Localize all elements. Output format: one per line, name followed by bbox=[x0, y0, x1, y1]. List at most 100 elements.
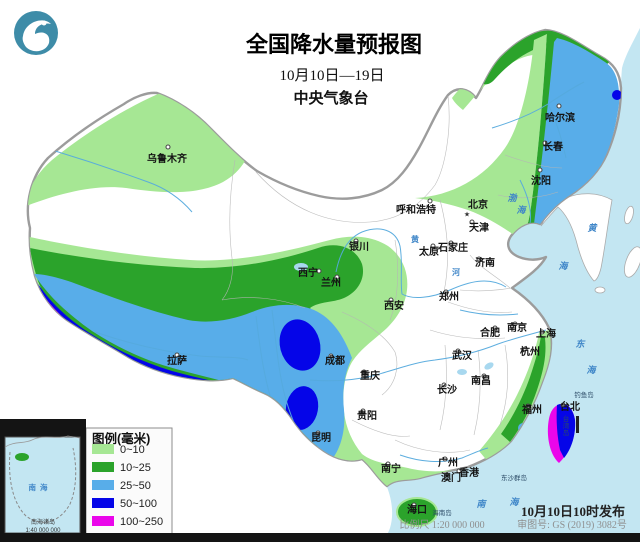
city-label: 海口 bbox=[407, 503, 427, 516]
city-label: 哈尔滨 bbox=[545, 111, 575, 124]
legend-swatch bbox=[92, 498, 114, 508]
beijing-star-marker: ★ bbox=[464, 211, 470, 219]
city-label: 南京 bbox=[507, 321, 527, 334]
city-marker bbox=[539, 329, 545, 335]
city-marker bbox=[522, 346, 528, 352]
region-ne-band-0-10 bbox=[415, 34, 547, 240]
inset-sea-label: 南海 bbox=[29, 482, 52, 492]
city-labels: 乌鲁木齐 哈尔滨长春沈阳 ★北京天津 呼和浩特银川西宁兰州西安 太原 石家庄济南郑州合肥南… bbox=[147, 103, 580, 516]
city-label: 福州 bbox=[521, 403, 542, 416]
city-label: 南昌 bbox=[471, 374, 491, 387]
inset-scale: 1:40 000 000 bbox=[25, 528, 61, 534]
city-marker bbox=[442, 456, 448, 462]
city-marker bbox=[334, 274, 340, 280]
legend-label: 100~250 bbox=[120, 516, 163, 528]
sea-label: 东 bbox=[575, 339, 586, 349]
island-label: 台 bbox=[563, 414, 570, 423]
legend-swatch bbox=[92, 444, 114, 454]
city-marker bbox=[448, 240, 454, 246]
city-marker bbox=[353, 238, 359, 244]
city-label: 台北 bbox=[560, 400, 580, 413]
city-label: 杭州 bbox=[520, 345, 540, 358]
city-label: 呼和浩特 bbox=[396, 203, 436, 216]
city-label: 澳门 bbox=[441, 471, 461, 484]
region-wsichuan-50-100-a bbox=[279, 319, 321, 371]
city-marker bbox=[360, 408, 366, 414]
city-marker bbox=[542, 140, 548, 146]
city-marker bbox=[441, 382, 447, 388]
region-ne-topborder-10-25 bbox=[478, 30, 610, 85]
agency-name: 中央气象台 bbox=[293, 89, 368, 107]
region-himalaya-50-100 bbox=[32, 276, 295, 468]
japan-island-small bbox=[624, 205, 634, 225]
city-marker bbox=[481, 373, 487, 379]
city-marker bbox=[476, 256, 482, 262]
region-ne-spot-50-100 bbox=[612, 90, 622, 100]
region-north-xinjiang-0-10 bbox=[27, 92, 253, 206]
region-wsichuan-50-100-b bbox=[285, 386, 319, 430]
city-label: 西安 bbox=[384, 299, 404, 312]
sea-label: 黄 bbox=[587, 223, 598, 233]
city-label: 天津 bbox=[469, 221, 489, 234]
city-marker bbox=[492, 325, 498, 331]
island-label: 钓鱼岛 bbox=[574, 390, 594, 399]
legend-swatch bbox=[92, 516, 114, 526]
legend-title: 图例(毫米) bbox=[92, 431, 150, 446]
footer: 10月10日10时发布 比例尺 1:20 000 000 审图号: GS (20… bbox=[399, 504, 627, 531]
sea-label: 南 bbox=[476, 499, 487, 509]
city-marker bbox=[361, 369, 367, 375]
sea-labels: 渤海黄海东海南海 bbox=[476, 193, 598, 509]
sea-label: 海 bbox=[516, 205, 527, 215]
sea-label: 渤 bbox=[507, 193, 518, 203]
city-marker bbox=[456, 468, 462, 474]
river-labels: 黄河 bbox=[411, 234, 460, 277]
page-title: 全国降水量预报图 bbox=[245, 32, 422, 57]
city-label: 沈阳 bbox=[531, 174, 551, 187]
city-label: 乌鲁木齐 bbox=[147, 152, 188, 165]
rivers bbox=[51, 81, 585, 463]
inset-map: 南海 南海诸岛 1:40 000 000 bbox=[0, 419, 86, 542]
legend-label: 0~10 bbox=[120, 444, 145, 456]
province-borders bbox=[221, 95, 563, 453]
island-label: 湾 bbox=[563, 421, 570, 430]
city-marker bbox=[469, 219, 475, 225]
map-scale: 比例尺 1:20 000 000 bbox=[399, 518, 484, 531]
bottom-bar bbox=[0, 533, 640, 542]
city-label: 合肥 bbox=[479, 326, 500, 339]
release-time: 10月10日10时发布 bbox=[521, 504, 625, 519]
city-marker bbox=[560, 402, 566, 408]
region-coast-0-10 bbox=[479, 330, 551, 463]
sea-area bbox=[382, 28, 640, 542]
city-label: 贵阳 bbox=[357, 409, 377, 422]
city-marker bbox=[427, 198, 433, 204]
korea-peninsula bbox=[540, 193, 613, 282]
city-marker bbox=[174, 352, 180, 358]
city-marker bbox=[525, 403, 531, 409]
city-marker bbox=[556, 103, 562, 109]
legend-label: 25~50 bbox=[120, 480, 151, 492]
city-marker bbox=[411, 502, 417, 508]
city-marker bbox=[430, 243, 436, 249]
city-label: 北京 bbox=[468, 198, 488, 211]
city-label: 郑州 bbox=[439, 290, 459, 303]
city-marker bbox=[388, 297, 394, 303]
sea-label: 海 bbox=[586, 365, 597, 375]
title-block: 全国降水量预报图 10月10日—19日 中央气象台 bbox=[245, 32, 422, 107]
inset-hainan bbox=[15, 453, 29, 461]
jeju-island bbox=[594, 286, 606, 294]
sea-label: 海 bbox=[509, 497, 520, 507]
inset-islands-label: 南海诸岛 bbox=[31, 518, 55, 526]
city-label: 济南 bbox=[475, 256, 495, 269]
region-coast-10-25 bbox=[501, 335, 546, 442]
island-label: 岛 bbox=[563, 428, 570, 437]
island-label: 海南岛 bbox=[432, 508, 452, 517]
island-label: 东沙群岛 bbox=[501, 473, 527, 482]
city-label: 长春 bbox=[543, 140, 563, 153]
river-label: 河 bbox=[452, 267, 460, 277]
city-label: 南宁 bbox=[381, 462, 401, 475]
sea-label: 海 bbox=[558, 261, 569, 271]
region-tibet-sichuan-25-50 bbox=[34, 274, 352, 464]
date-range: 10月10日—19日 bbox=[279, 68, 384, 84]
